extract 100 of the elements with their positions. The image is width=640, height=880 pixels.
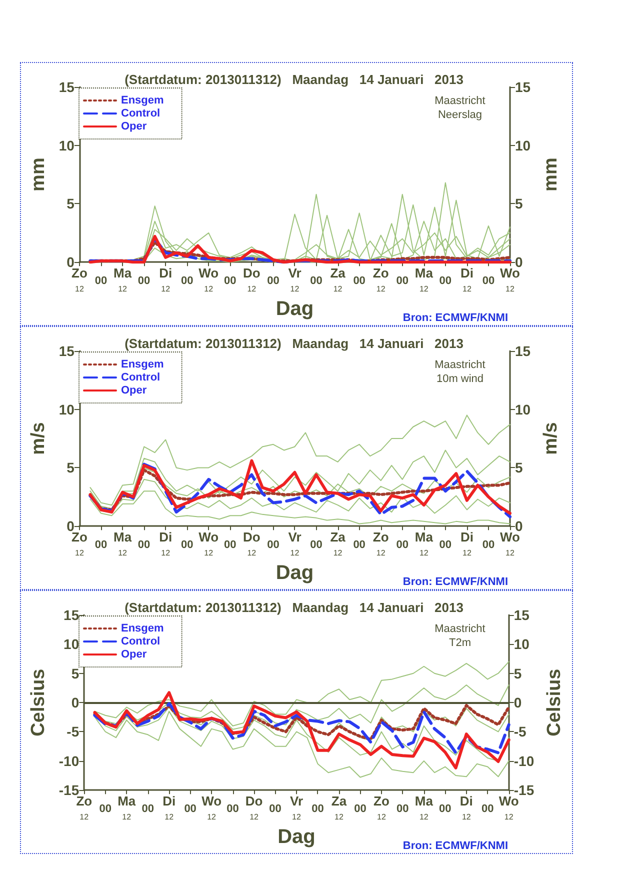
legend-label: Oper xyxy=(121,648,148,660)
x-tick-label: Vr 12 xyxy=(290,794,304,822)
x-tick-label: Za 12 xyxy=(331,794,348,822)
y-tick-label: 10 xyxy=(64,636,80,652)
x-tick-label: 00 xyxy=(180,275,194,288)
y-tick-label: 15 xyxy=(64,607,80,623)
x-tick-label: Ma 12 xyxy=(414,530,434,558)
x-tick-label: Do 12 xyxy=(243,530,260,558)
x-tick-label: Do 12 xyxy=(245,794,263,822)
y2-tick-label: -5 xyxy=(514,724,527,740)
x-axis-title: Dag xyxy=(276,562,314,584)
y2-tick-label: 10 xyxy=(514,636,530,652)
legend-label: Control xyxy=(121,372,160,384)
x-tick-label: 00 xyxy=(138,539,150,552)
y2-tick-label: -10 xyxy=(514,752,534,769)
x-tick-label: 00 xyxy=(269,803,282,816)
x-tick-label: 00 xyxy=(439,539,452,552)
chart-title: (Startdatum: 2013011312) Maandag 14 Januari 2013 xyxy=(124,336,464,351)
x-tick-label: 00 xyxy=(267,539,280,552)
x-tick-label: 00 xyxy=(396,803,409,816)
x-tick-label: 00 xyxy=(482,275,495,288)
x-tick-label: 00 xyxy=(439,803,452,816)
annotation: Maastricht 10m wind xyxy=(434,359,486,385)
y2-tick-label: 15 xyxy=(515,343,531,359)
y-tick-label: 5 xyxy=(71,665,80,682)
x-tick-label: 00 xyxy=(396,539,408,552)
x-tick-label: 00 xyxy=(396,275,408,288)
y-tick-label: 10 xyxy=(58,137,75,154)
y-tick-label: -10 xyxy=(58,752,80,769)
x-tick-label: Ma 12 xyxy=(113,266,132,294)
y2-tick-label: 5 xyxy=(515,196,523,212)
x-tick-label: Vr 12 xyxy=(288,530,302,558)
x-tick-label: Zo 12 xyxy=(374,794,390,822)
legend-label: Ensgem xyxy=(121,94,164,106)
x-tick-label: 00 xyxy=(267,275,280,288)
x-tick-label: 00 xyxy=(482,539,495,552)
y-axis-title: Celsius xyxy=(28,668,49,736)
x-tick-label: Za 12 xyxy=(330,266,346,294)
x-tick-label: Di 12 xyxy=(460,266,474,294)
y-tick-label: -5 xyxy=(66,724,80,740)
x-tick-label: 00 xyxy=(138,275,150,288)
annotation: Maastricht T2m xyxy=(434,623,486,649)
x-tick-label: Za 12 xyxy=(330,530,346,558)
y2-tick-label: 15 xyxy=(514,607,530,623)
x-tick-label: Di 12 xyxy=(159,530,172,558)
x-tick-label: Di 12 xyxy=(159,266,172,294)
x-tick-label: 00 xyxy=(310,539,322,552)
legend-label: Ensgem xyxy=(121,622,164,634)
x-tick-label: 00 xyxy=(184,803,196,816)
y-tick-label: 5 xyxy=(66,460,75,476)
y-tick-label: 10 xyxy=(58,401,75,418)
x-tick-label: 00 xyxy=(312,803,324,816)
y2-tick-label: 15 xyxy=(515,79,531,95)
chart-title: (Startdatum: 2013011312) Maandag 14 Januari 2013 xyxy=(124,72,464,87)
y-axis-title: m/s xyxy=(28,422,49,455)
y-tick-label: 5 xyxy=(66,196,75,212)
x-tick-label: Zo 12 xyxy=(372,530,389,558)
legend-label: Oper xyxy=(121,384,148,396)
y2-tick-label: 5 xyxy=(514,665,522,682)
x-tick-label: 00 xyxy=(94,539,108,552)
y2-axis-title: mm xyxy=(540,158,562,192)
x-tick-label: Wo 12 xyxy=(198,530,219,558)
x-tick-label: 00 xyxy=(354,803,366,816)
legend-label: Ensgem xyxy=(121,358,164,370)
x-tick-label: Di 12 xyxy=(460,530,474,558)
x-tick-label: 00 xyxy=(94,275,108,288)
x-tick-label: 00 xyxy=(180,539,194,552)
y-tick-label: 15 xyxy=(58,343,75,359)
legend-label: Oper xyxy=(121,120,148,132)
y2-axis-title: m/s xyxy=(540,422,562,455)
x-tick-label: 00 xyxy=(226,803,239,816)
chart-title: (Startdatum: 2013011312) Maandag 14 Januari 2013 xyxy=(124,600,464,615)
x-tick-label: Zo 12 xyxy=(372,266,389,294)
text: Bron: ECMWF/KNMI xyxy=(402,312,508,324)
x-tick-label: Wo 12 xyxy=(202,794,222,822)
legend-label: Control xyxy=(121,636,160,648)
x-tick-label: 00 xyxy=(482,803,494,816)
y-axis-title: mm xyxy=(28,158,49,192)
x-tick-label: Vr 12 xyxy=(288,266,302,294)
y2-tick-label: 10 xyxy=(515,137,531,154)
y2-axis-title: Celsius xyxy=(544,668,565,736)
x-tick-label: Wo 12 xyxy=(198,266,219,294)
x-tick-label: Ma 12 xyxy=(414,266,434,294)
y-tick-label: 0 xyxy=(71,694,80,711)
x-tick-label: Di 12 xyxy=(460,794,473,822)
x-tick-label: Ma 12 xyxy=(113,530,132,558)
x-tick-label: 00 xyxy=(99,803,112,816)
y2-tick-label: 5 xyxy=(515,460,523,476)
text: Bron: ECMWF/KNMI xyxy=(402,576,508,588)
x-tick-label: Do 12 xyxy=(243,266,260,294)
x-tick-label: Di 12 xyxy=(162,794,176,822)
x-tick-label: 00 xyxy=(353,539,366,552)
y2-tick-label: 10 xyxy=(515,401,531,418)
x-tick-label: Ma 12 xyxy=(414,794,434,822)
x-axis-title: Dag xyxy=(276,298,314,320)
x-tick-label: 00 xyxy=(224,275,236,288)
x-tick-label: 00 xyxy=(353,275,366,288)
x-tick-label: 00 xyxy=(439,275,452,288)
x-tick-label: 00 xyxy=(310,275,322,288)
x-tick-label: 00 xyxy=(142,803,154,816)
